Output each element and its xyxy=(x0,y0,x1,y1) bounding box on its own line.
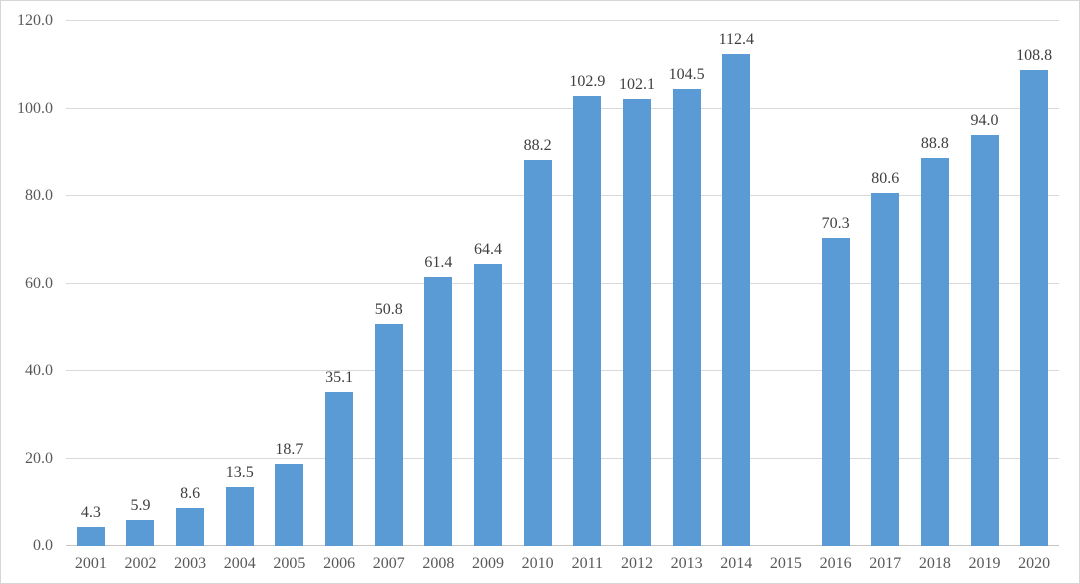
x-axis-tick-label-2008: 2008 xyxy=(422,555,455,572)
x-axis-tick-label-2017: 2017 xyxy=(869,555,902,572)
data-label-2018: 88.8 xyxy=(920,134,949,152)
x-axis-tick-label-2018: 2018 xyxy=(918,555,951,572)
gridline xyxy=(66,370,1059,371)
bar-2008 xyxy=(424,277,453,546)
gridline xyxy=(66,282,1059,284)
bar-2012 xyxy=(622,99,651,546)
y-axis-tick-label: 60.0 xyxy=(25,274,53,292)
x-axis-tick-label-2014: 2014 xyxy=(720,555,753,572)
x-axis-tick-label-2010: 2010 xyxy=(521,555,554,572)
y-axis-tick-label: 120.0 xyxy=(17,12,53,29)
bar-2002 xyxy=(126,520,155,546)
data-label-2003: 8.6 xyxy=(180,485,201,503)
data-label-2001: 4.3 xyxy=(80,504,101,522)
x-axis-tick-label-2007: 2007 xyxy=(372,555,405,572)
y-axis-tick-label: 80.0 xyxy=(25,187,53,204)
data-label-2012: 102.1 xyxy=(618,76,655,94)
data-label-2009: 64.4 xyxy=(474,241,503,259)
data-label-2019: 94.0 xyxy=(970,111,999,129)
x-axis-tick-label-2001: 2001 xyxy=(74,555,107,572)
bar-2009 xyxy=(474,264,503,546)
x-axis-tick-label-2002: 2002 xyxy=(124,555,157,572)
bar-2011 xyxy=(573,95,602,546)
x-axis-tick-label-2004: 2004 xyxy=(223,555,256,572)
data-label-2004: 13.5 xyxy=(225,463,254,481)
data-label-2002: 5.9 xyxy=(130,497,151,515)
gridline xyxy=(66,195,1059,196)
data-label-2020: 108.8 xyxy=(1016,47,1053,64)
x-axis-line xyxy=(66,545,1059,546)
bar-2020 xyxy=(1020,70,1049,546)
data-label-2017: 80.6 xyxy=(871,170,900,188)
gridline xyxy=(66,20,1059,21)
gridline xyxy=(66,107,1059,109)
bar-2003 xyxy=(176,508,205,546)
data-label-2006: 35.1 xyxy=(325,369,354,387)
data-label-2005: 18.7 xyxy=(275,441,304,459)
x-axis-tick-label-2020: 2020 xyxy=(1018,555,1051,572)
bar-2017 xyxy=(871,193,900,546)
data-label-2011: 102.9 xyxy=(569,72,606,90)
data-label-2013: 104.5 xyxy=(668,65,705,83)
bar-2004 xyxy=(225,486,254,546)
x-axis-tick-label-2013: 2013 xyxy=(670,555,703,572)
y-axis-tick-label: 20.0 xyxy=(25,449,53,467)
data-label-2007: 50.8 xyxy=(374,300,403,318)
bar-2001 xyxy=(76,527,105,546)
x-axis-tick-label-2009: 2009 xyxy=(472,555,505,572)
data-label-2016: 70.3 xyxy=(821,215,850,233)
x-axis-tick-label-2005: 2005 xyxy=(273,555,306,572)
bar-2018 xyxy=(920,157,949,546)
x-axis-tick-label-2006: 2006 xyxy=(323,555,356,572)
x-axis-tick-label-2011: 2011 xyxy=(571,555,604,572)
data-label-2014: 112.4 xyxy=(718,31,754,49)
gridline xyxy=(66,457,1059,459)
y-axis-tick-label: 100.0 xyxy=(17,99,53,117)
data-label-2010: 88.2 xyxy=(523,137,552,155)
x-axis-tick-label-2016: 2016 xyxy=(819,555,852,572)
x-axis-tick-label-2012: 2012 xyxy=(620,555,653,572)
bar-2005 xyxy=(275,464,304,546)
data-label-2008: 61.4 xyxy=(424,254,453,272)
bar-2016 xyxy=(821,238,850,546)
y-axis-tick-label: 40.0 xyxy=(25,362,53,379)
y-axis-tick-label: 0.0 xyxy=(33,537,53,554)
bar-2010 xyxy=(523,160,552,546)
x-axis-tick-label-2003: 2003 xyxy=(174,555,207,572)
bar-2007 xyxy=(374,323,403,546)
bar-2013 xyxy=(672,88,701,546)
bar-2014 xyxy=(722,54,751,546)
bar-2019 xyxy=(970,134,999,546)
x-axis-tick-label-2015: 2015 xyxy=(769,555,802,572)
x-axis-tick-label-2019: 2019 xyxy=(968,555,1001,572)
bar-2006 xyxy=(325,392,354,546)
plot-area xyxy=(66,20,1059,546)
